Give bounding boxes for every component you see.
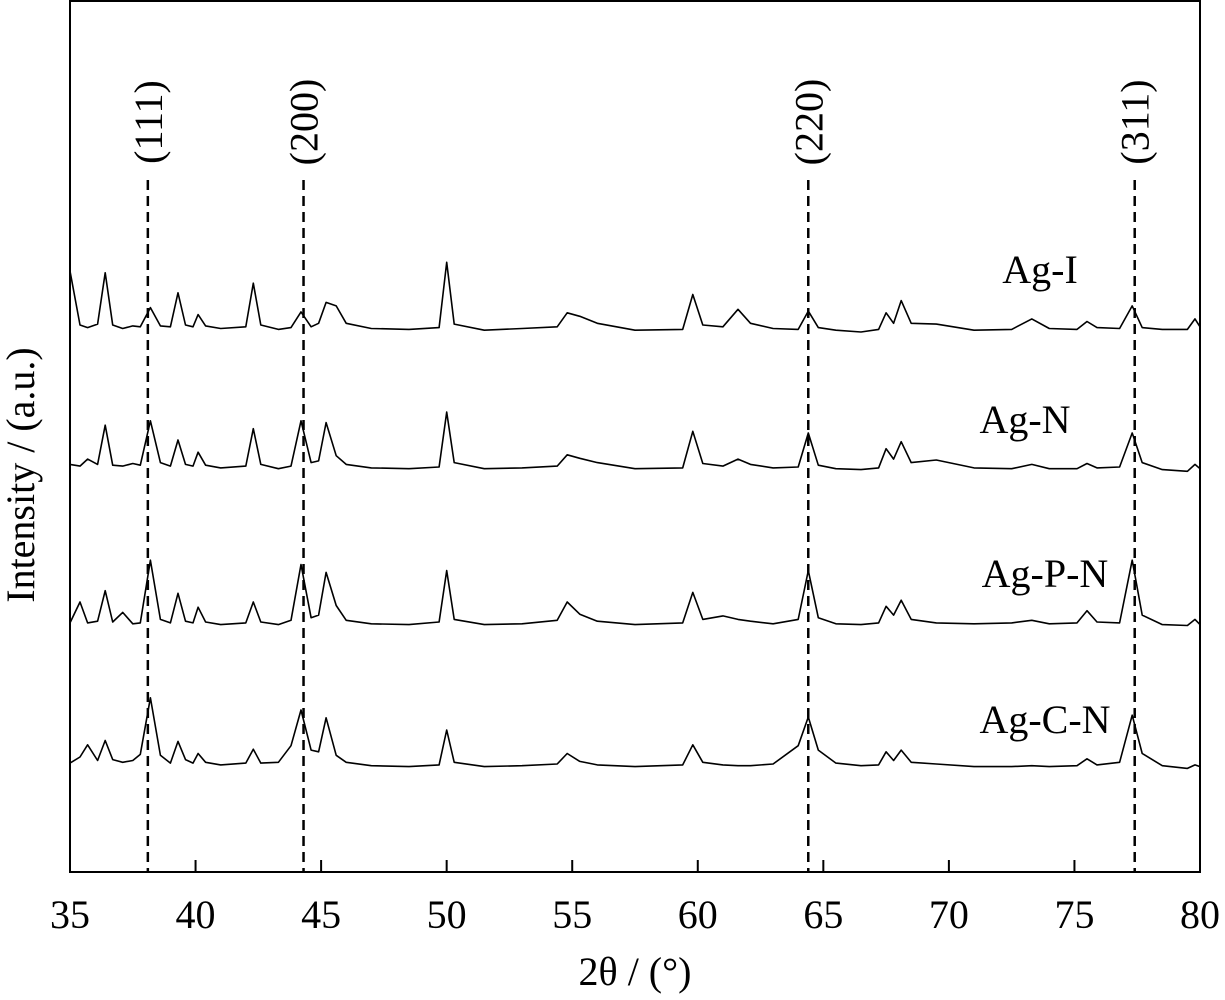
x-tick-label: 60: [678, 892, 718, 937]
y-axis-label: Intensity / (a.u.): [0, 347, 43, 603]
reference-label: (111): [126, 80, 171, 164]
x-tick-label: 45: [301, 892, 341, 937]
x-tick-label: 40: [176, 892, 216, 937]
plot-frame: [69, 0, 1201, 873]
series-line: [69, 411, 1201, 473]
reference-label: (220): [786, 79, 831, 166]
x-tick-label: 70: [929, 892, 969, 937]
series-label: Ag-N: [979, 397, 1070, 442]
x-tick-label: 50: [427, 892, 467, 937]
x-tick-label: 75: [1054, 892, 1094, 937]
series-label: Ag-I: [1002, 247, 1078, 292]
reference-label: (311): [1113, 79, 1158, 164]
series-line: [69, 261, 1201, 333]
series-line: [69, 559, 1201, 627]
series-line: [69, 697, 1201, 770]
x-tick-label: 55: [552, 892, 592, 937]
series-label: Ag-P-N: [982, 551, 1109, 596]
x-tick-label: 35: [50, 892, 90, 937]
x-tick-label: 80: [1180, 892, 1220, 937]
x-axis-label: 2θ / (°): [579, 949, 692, 994]
series-label: Ag-C-N: [979, 697, 1110, 742]
x-tick-label: 65: [803, 892, 843, 937]
reference-label: (200): [282, 79, 327, 166]
